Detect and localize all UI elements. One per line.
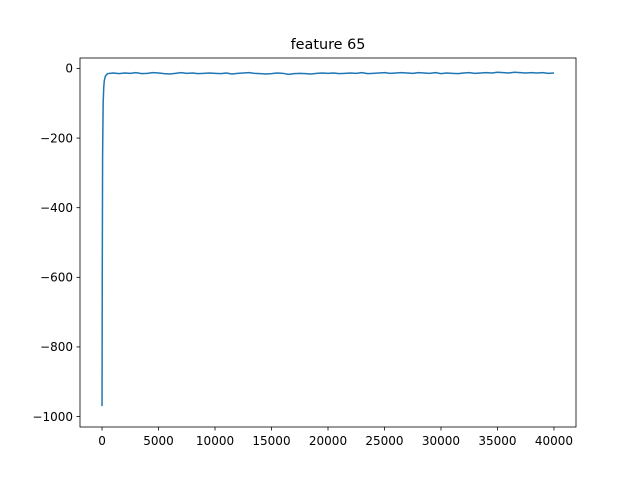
x-tick-label: 0: [98, 434, 106, 448]
chart-title: feature 65: [291, 37, 366, 53]
plot-frame: [79, 57, 577, 428]
y-tick-label: −800: [40, 340, 73, 354]
x-tick-label: 30000: [422, 434, 460, 448]
x-tick-label: 35000: [478, 434, 516, 448]
y-tick-label: −600: [40, 271, 73, 285]
series-layer: [101, 71, 555, 407]
y-axis-ticks: 0 −200 −400 −600 −800 −1000: [32, 62, 80, 424]
y-tick-label: −400: [40, 201, 73, 215]
x-tick-label: 5000: [143, 434, 174, 448]
y-tick-label: −1000: [32, 410, 73, 424]
series-line-0: [101, 71, 555, 407]
y-tick-label: 0: [65, 62, 73, 76]
x-tick-label: 15000: [252, 434, 290, 448]
x-tick-label: 20000: [309, 434, 347, 448]
x-tick-label: 25000: [365, 434, 403, 448]
x-axis-ticks: 0 5000 10000 15000 20000 25000 30000 35000 40000: [98, 427, 573, 448]
x-tick-label: 10000: [196, 434, 234, 448]
y-tick-label: −200: [40, 131, 73, 145]
plot-area: [80, 58, 576, 427]
x-tick-label: 40000: [535, 434, 573, 448]
